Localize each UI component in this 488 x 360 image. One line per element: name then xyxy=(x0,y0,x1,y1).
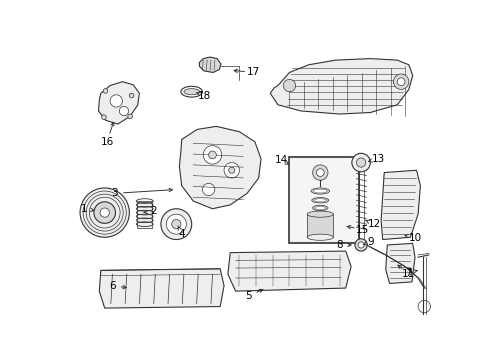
Ellipse shape xyxy=(306,211,333,217)
Text: 2: 2 xyxy=(150,206,156,216)
Circle shape xyxy=(316,169,324,176)
Text: 9: 9 xyxy=(366,237,373,247)
Ellipse shape xyxy=(306,234,333,240)
Ellipse shape xyxy=(183,89,199,95)
Bar xyxy=(137,201,152,228)
Polygon shape xyxy=(270,59,412,114)
Circle shape xyxy=(103,89,107,93)
Ellipse shape xyxy=(313,199,326,202)
Circle shape xyxy=(356,158,365,167)
Text: 11: 11 xyxy=(402,269,415,279)
Polygon shape xyxy=(380,170,420,239)
Text: 17: 17 xyxy=(246,67,260,77)
Text: 5: 5 xyxy=(245,291,251,301)
Circle shape xyxy=(119,106,128,116)
Circle shape xyxy=(80,188,129,237)
Ellipse shape xyxy=(311,198,328,203)
Circle shape xyxy=(203,145,221,164)
Circle shape xyxy=(357,242,364,248)
Circle shape xyxy=(351,153,369,172)
Circle shape xyxy=(127,114,132,119)
Text: 6: 6 xyxy=(109,281,116,291)
Circle shape xyxy=(224,163,239,178)
Text: 10: 10 xyxy=(407,233,421,243)
Circle shape xyxy=(228,167,234,173)
Ellipse shape xyxy=(310,188,329,194)
Bar xyxy=(289,157,358,243)
Polygon shape xyxy=(99,269,224,308)
Text: 1: 1 xyxy=(81,204,87,214)
Circle shape xyxy=(102,115,106,120)
Ellipse shape xyxy=(314,206,325,210)
Text: 8: 8 xyxy=(336,240,342,250)
Circle shape xyxy=(94,202,115,223)
Circle shape xyxy=(110,95,122,107)
Circle shape xyxy=(354,239,366,251)
Polygon shape xyxy=(179,126,261,209)
Text: 3: 3 xyxy=(111,188,118,198)
Circle shape xyxy=(202,183,214,195)
Circle shape xyxy=(161,209,191,239)
Circle shape xyxy=(283,80,295,92)
Circle shape xyxy=(129,93,134,98)
Text: 4: 4 xyxy=(178,229,184,239)
Circle shape xyxy=(312,165,327,180)
Text: 16: 16 xyxy=(100,137,113,147)
Ellipse shape xyxy=(181,86,202,97)
Circle shape xyxy=(208,151,216,159)
Polygon shape xyxy=(199,57,221,72)
Text: 18: 18 xyxy=(198,91,211,100)
Polygon shape xyxy=(99,82,139,124)
Circle shape xyxy=(166,214,186,234)
Text: 15: 15 xyxy=(355,225,368,235)
Circle shape xyxy=(393,74,408,89)
Text: 12: 12 xyxy=(367,219,380,229)
Circle shape xyxy=(171,220,181,229)
Text: 13: 13 xyxy=(371,154,384,164)
Bar xyxy=(306,214,333,237)
Circle shape xyxy=(396,78,404,86)
Ellipse shape xyxy=(312,205,327,211)
Polygon shape xyxy=(227,251,350,291)
Ellipse shape xyxy=(313,189,326,193)
Text: 14: 14 xyxy=(275,155,288,165)
Polygon shape xyxy=(385,243,414,283)
Circle shape xyxy=(100,208,109,217)
Text: 7: 7 xyxy=(405,267,411,278)
